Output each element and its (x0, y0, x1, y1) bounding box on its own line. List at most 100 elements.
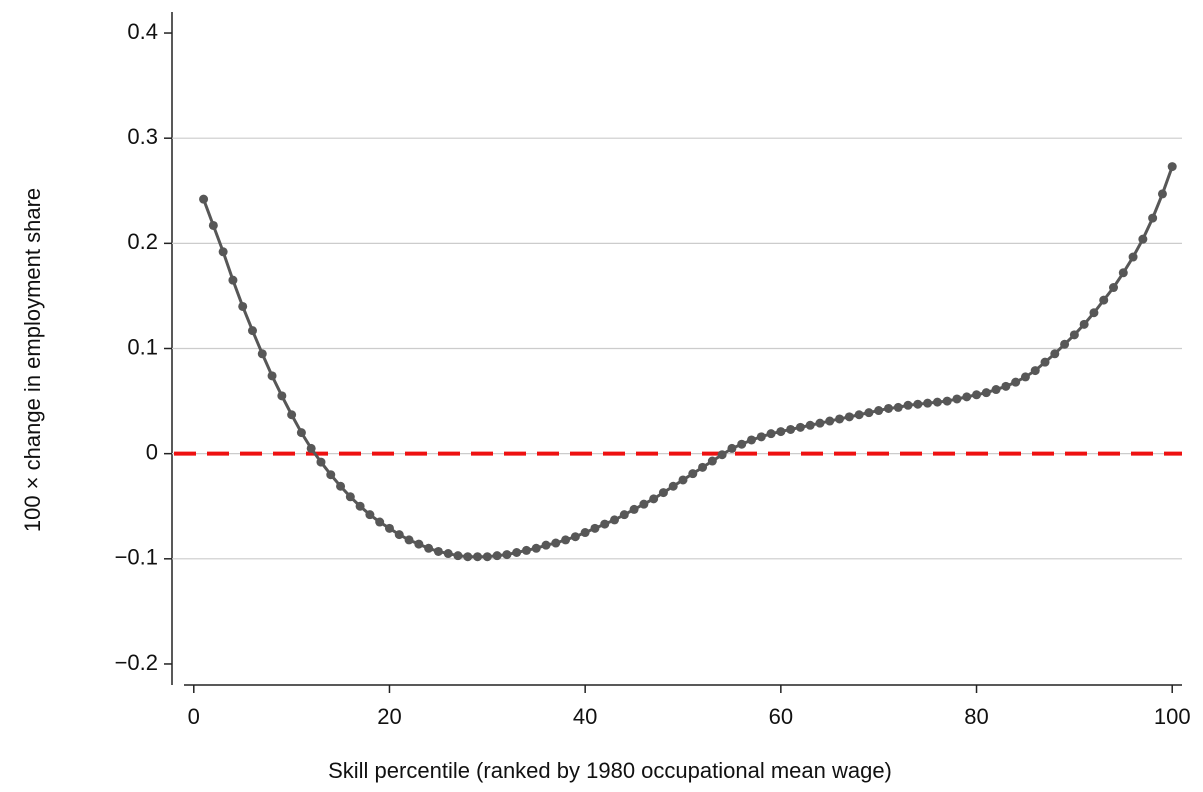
point (952, 394, 962, 404)
point (795, 422, 805, 432)
y-tick-label: −0.1 (115, 545, 158, 570)
point (786, 424, 796, 434)
point (658, 488, 668, 498)
point (512, 548, 522, 558)
point (923, 398, 933, 408)
point (492, 551, 502, 561)
point (590, 523, 600, 533)
point (218, 247, 228, 257)
point (737, 439, 747, 449)
point (639, 499, 649, 509)
point (267, 371, 277, 381)
point (913, 399, 923, 409)
point (854, 410, 864, 420)
point (433, 546, 443, 556)
point (521, 545, 531, 555)
point (502, 550, 512, 560)
point (903, 400, 913, 410)
point (1011, 377, 1021, 387)
point (345, 492, 355, 502)
point (1099, 295, 1109, 305)
point (551, 538, 561, 548)
y-tick-label: 0.1 (127, 334, 158, 359)
point (287, 410, 297, 420)
y-tick-label: −0.2 (115, 650, 158, 675)
point (1109, 283, 1119, 293)
point (326, 470, 336, 480)
point (883, 403, 893, 413)
point (1050, 349, 1060, 359)
y-tick-label: 0.2 (127, 229, 158, 254)
point (238, 301, 248, 311)
x-tick-label: 100 (1154, 704, 1191, 729)
point (208, 220, 218, 230)
y-tick-label: 0.4 (127, 19, 158, 44)
x-tick-label: 20 (377, 704, 401, 729)
point (1157, 189, 1167, 199)
point (756, 432, 766, 442)
point (727, 443, 737, 453)
point (473, 552, 483, 562)
point (619, 510, 629, 520)
point (766, 429, 776, 439)
point (991, 385, 1001, 395)
point (844, 412, 854, 422)
point (1148, 213, 1158, 223)
point (805, 420, 815, 430)
point (296, 428, 306, 438)
point (541, 540, 551, 550)
point (942, 396, 952, 406)
point (375, 517, 385, 527)
point (1030, 366, 1040, 376)
point (453, 551, 463, 561)
point (1020, 372, 1030, 382)
point (414, 539, 424, 549)
point (365, 510, 375, 520)
point (424, 543, 434, 553)
y-axis-label: 100 × change in employment share (20, 188, 45, 532)
point (277, 391, 287, 401)
y-tick-label: 0.3 (127, 124, 158, 149)
point (893, 402, 903, 412)
point (825, 416, 835, 426)
point (561, 535, 571, 545)
point (531, 543, 541, 553)
point (1089, 308, 1099, 318)
x-tick-label: 80 (964, 704, 988, 729)
point (570, 532, 580, 542)
point (629, 504, 639, 514)
point (482, 552, 492, 562)
point (688, 469, 698, 479)
point (257, 349, 267, 359)
point (199, 194, 209, 204)
point (698, 462, 708, 472)
point (962, 392, 972, 402)
point (1118, 268, 1128, 278)
point (649, 494, 659, 504)
point (443, 549, 453, 559)
point (932, 397, 942, 407)
point (306, 443, 316, 453)
x-axis-label: Skill percentile (ranked by 1980 occupat… (328, 758, 892, 783)
point (972, 390, 982, 400)
point (776, 427, 786, 437)
point (668, 481, 678, 491)
point (1079, 319, 1089, 329)
point (610, 515, 620, 525)
point (1040, 357, 1050, 367)
point (1167, 162, 1177, 172)
point (707, 456, 717, 466)
point (404, 535, 414, 545)
point (600, 519, 610, 529)
x-tick-label: 60 (769, 704, 793, 729)
point (394, 530, 404, 540)
point (463, 552, 473, 562)
point (1001, 381, 1011, 391)
x-tick-label: 0 (188, 704, 200, 729)
y-tick-label: 0 (146, 439, 158, 464)
point (1128, 252, 1138, 262)
point (981, 388, 991, 398)
point (247, 326, 257, 336)
